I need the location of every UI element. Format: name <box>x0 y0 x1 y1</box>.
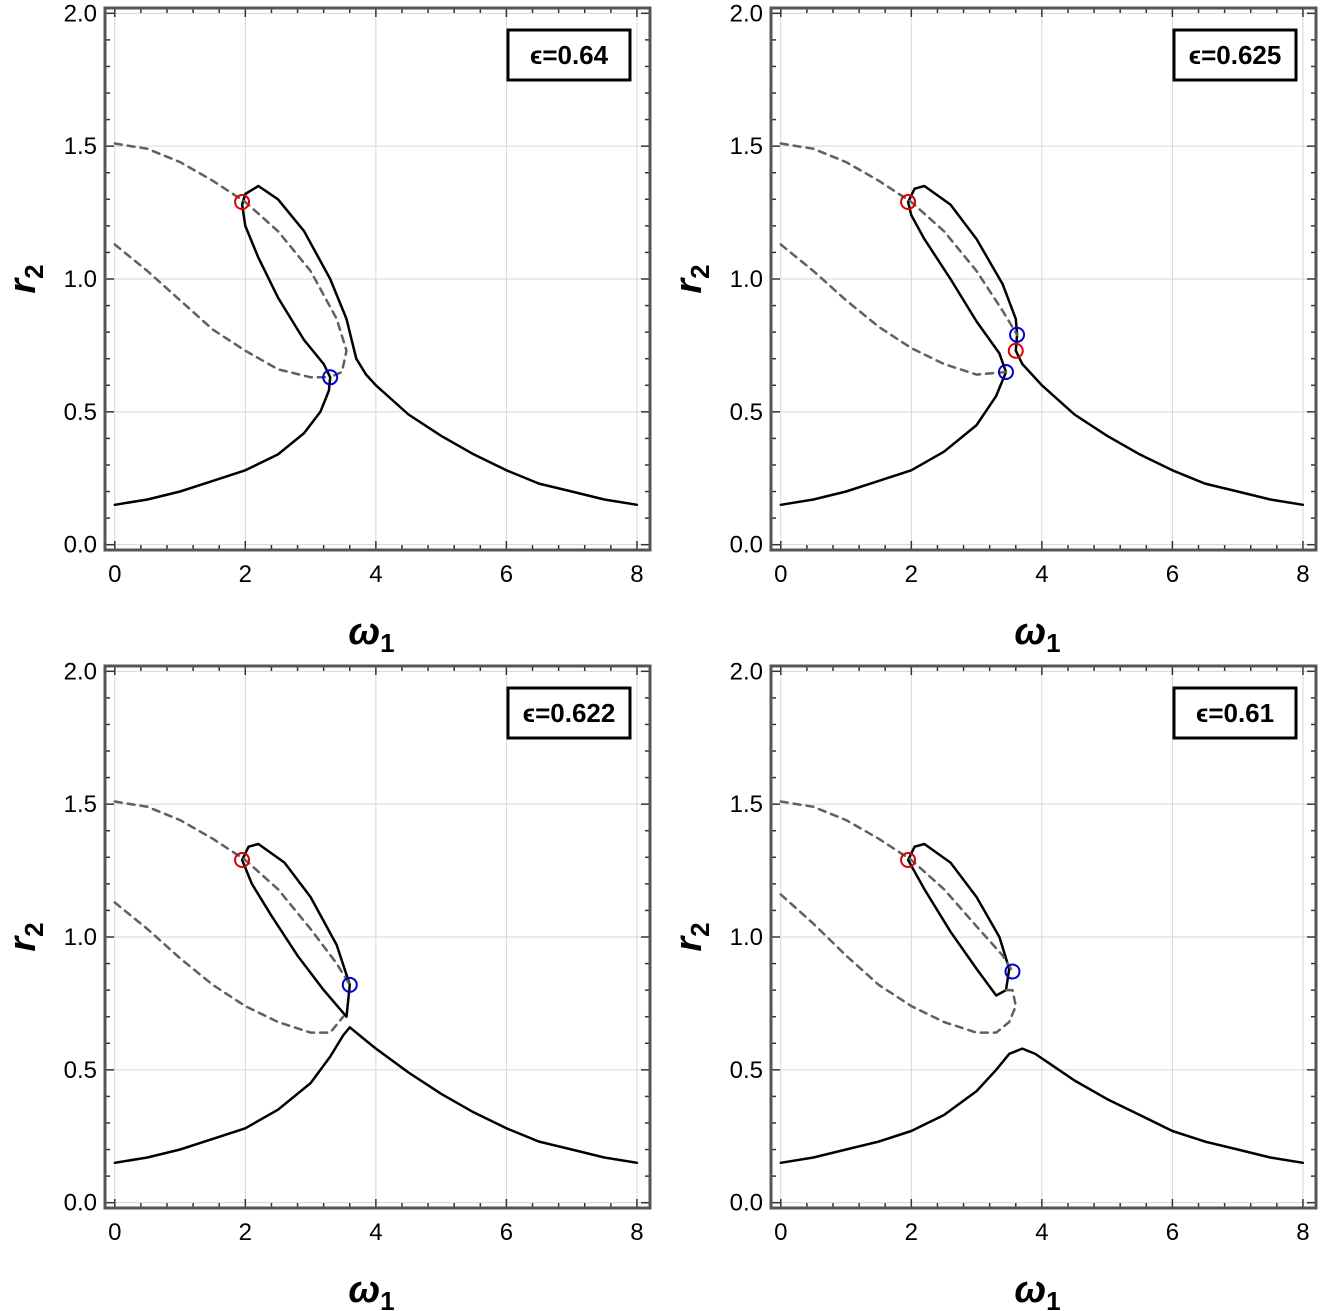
epsilon-legend-box <box>506 686 632 740</box>
x-axis-title: ω1 <box>1014 611 1060 658</box>
x-tick-label: 8 <box>1296 1219 1309 1246</box>
x-tick-label: 6 <box>500 561 513 588</box>
y-tick-label: 1.0 <box>64 924 97 951</box>
stable-branch-1 <box>113 184 639 507</box>
bifurcation-marker-red <box>900 851 917 868</box>
x-axis-title: ω1 <box>1014 1269 1060 1311</box>
y-tick-label: 0.5 <box>730 399 763 426</box>
bifurcation-marker-red <box>234 851 251 868</box>
epsilon-legend-box <box>506 28 632 82</box>
epsilon-legend-box <box>1172 686 1298 740</box>
bifurcation-marker-red <box>1007 342 1024 359</box>
x-tick-label: 8 <box>1296 561 1309 588</box>
plot-frame <box>103 664 652 1210</box>
plot-frame <box>769 6 1318 552</box>
y-tick-label: 1.5 <box>730 133 763 160</box>
x-tick-label: 6 <box>1166 561 1179 588</box>
x-tick-label: 6 <box>500 1219 513 1246</box>
x-tick-label: 4 <box>369 561 382 588</box>
x-axis-title: ω1 <box>348 1269 394 1311</box>
x-tick-label: 0 <box>108 1219 121 1246</box>
x-tick-label: 2 <box>905 1219 918 1246</box>
y-tick-label: 1.5 <box>730 791 763 818</box>
y-tick-label: 1.0 <box>730 924 763 951</box>
y-tick-label: 0.0 <box>64 1190 97 1217</box>
epsilon-label: ϵ=0.625 <box>1189 40 1282 70</box>
plot-frame <box>769 664 1318 1210</box>
y-tick-label: 0.5 <box>64 399 97 426</box>
y-axis-title: r2 <box>668 922 715 951</box>
epsilon-label: ϵ=0.61 <box>1196 698 1274 728</box>
y-tick-label: 2.0 <box>730 0 763 27</box>
bifurcation-marker-blue <box>322 369 339 386</box>
chart-panel-4: 0 2 4 6 8 0.0 0.5 1.0 1.5 2.0 ω1 r2 ϵ=0.61 <box>668 658 1318 1311</box>
y-tick-label: 2.0 <box>730 658 763 685</box>
chart-panel-2: 0 2 4 6 8 0.0 0.5 1.0 1.5 2.0 ω1 r2 ϵ=0.625 <box>668 0 1318 658</box>
y-tick-label: 0.0 <box>730 532 763 559</box>
x-tick-label: 4 <box>1035 1219 1048 1246</box>
bifurcation-marker-blue <box>997 363 1014 380</box>
x-tick-label: 2 <box>905 561 918 588</box>
stable-branch-1 <box>906 842 1011 997</box>
bifurcation-marker-red <box>234 193 251 210</box>
x-tick-label: 0 <box>108 561 121 588</box>
x-axis-title: ω1 <box>348 611 394 658</box>
y-tick-label: 0.5 <box>64 1057 97 1084</box>
chart-panel-1: 0 2 4 6 8 0.0 0.5 1.0 1.5 2.0 ω1 r2 ϵ=0.64 <box>2 0 652 658</box>
bifurcation-marker-blue <box>341 976 358 993</box>
y-tick-label: 0.5 <box>730 1057 763 1084</box>
y-axis-title: r2 <box>2 264 49 293</box>
y-tick-label: 2.0 <box>64 658 97 685</box>
y-axis-title: r2 <box>2 922 49 951</box>
unstable-branch-2 <box>779 142 1019 337</box>
bifurcation-marker-red <box>900 193 917 210</box>
epsilon-label: ϵ=0.64 <box>530 40 609 70</box>
stable-branch-1 <box>240 842 352 1018</box>
y-tick-label: 0.0 <box>730 1190 763 1217</box>
x-tick-label: 4 <box>1035 561 1048 588</box>
y-axis-title: r2 <box>668 264 715 293</box>
x-tick-label: 8 <box>630 1219 643 1246</box>
unstable-branch-4 <box>113 901 345 1034</box>
y-tick-label: 0.0 <box>64 532 97 559</box>
y-tick-label: 1.5 <box>64 791 97 818</box>
unstable-branch-3 <box>779 243 1008 376</box>
y-tick-label: 1.0 <box>730 266 763 293</box>
unstable-branch-3 <box>113 243 332 379</box>
x-tick-label: 0 <box>774 1219 787 1246</box>
epsilon-legend-box <box>1172 28 1298 82</box>
y-tick-label: 2.0 <box>64 0 97 27</box>
y-tick-label: 1.0 <box>64 266 97 293</box>
plot-frame <box>103 6 652 552</box>
x-tick-label: 8 <box>630 561 643 588</box>
unstable-branch-3 <box>113 800 352 987</box>
stable-branch-1 <box>779 184 1305 507</box>
unstable-branch-2 <box>113 142 348 379</box>
x-tick-label: 2 <box>239 1219 252 1246</box>
stable-branch-2 <box>779 1047 1305 1165</box>
bifurcation-marker-blue <box>1004 963 1021 980</box>
bifurcation-marker-blue <box>1009 326 1026 343</box>
x-tick-label: 6 <box>1166 1219 1179 1246</box>
unstable-branch-3 <box>779 800 1014 973</box>
x-tick-label: 0 <box>774 561 787 588</box>
x-tick-label: 4 <box>369 1219 382 1246</box>
chart-panel-3: 0 2 4 6 8 0.0 0.5 1.0 1.5 2.0 ω1 r2 ϵ=0.622 <box>2 658 652 1311</box>
stable-branch-2 <box>113 1026 639 1165</box>
y-tick-label: 1.5 <box>64 133 97 160</box>
unstable-branch-4 <box>779 893 1018 1034</box>
x-tick-label: 2 <box>239 561 252 588</box>
epsilon-label: ϵ=0.622 <box>523 698 616 728</box>
